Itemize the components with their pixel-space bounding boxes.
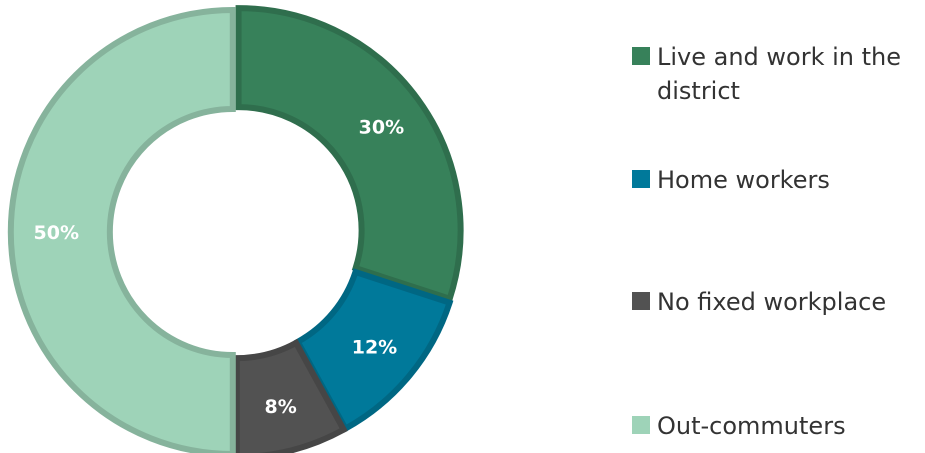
slice-label-out-commuters: 50% [34, 222, 79, 244]
legend-label-home-workers: Home workers [657, 166, 830, 194]
legend-swatch-out-commuters [632, 416, 650, 434]
slice-label-no-fixed-workplace: 8% [265, 396, 297, 418]
slice-out-commuters [7, 6, 236, 453]
legend-label-live-work: Live and work in the district [657, 43, 902, 105]
legend-swatch-home-workers [632, 170, 650, 188]
slice-live-and-work-in-the-district [235, 5, 464, 303]
legend-label-out-commuters: Out-commuters [657, 412, 846, 440]
legend-swatch-no-fixed [632, 292, 650, 310]
slice-label-home-workers: 12% [352, 337, 397, 359]
legend-label-no-fixed: No fixed workplace [657, 288, 887, 316]
legend-item-home-workers: Home workers [632, 163, 917, 197]
donut-svg: 30% 12% 8% 50% [7, 5, 464, 453]
slice-label-live-and-work-in-the-district: 30% [359, 116, 404, 138]
legend-item-no-fixed: No fixed workplace [632, 285, 917, 319]
slice-no-fixed-workplace [233, 338, 348, 453]
legend-swatch-live-work [632, 47, 650, 65]
legend-item-out-commuters: Out-commuters [632, 409, 917, 443]
donut-chart: 30% 12% 8% 50% [7, 5, 464, 453]
legend-item-live-work: Live and work in the district [632, 40, 917, 108]
